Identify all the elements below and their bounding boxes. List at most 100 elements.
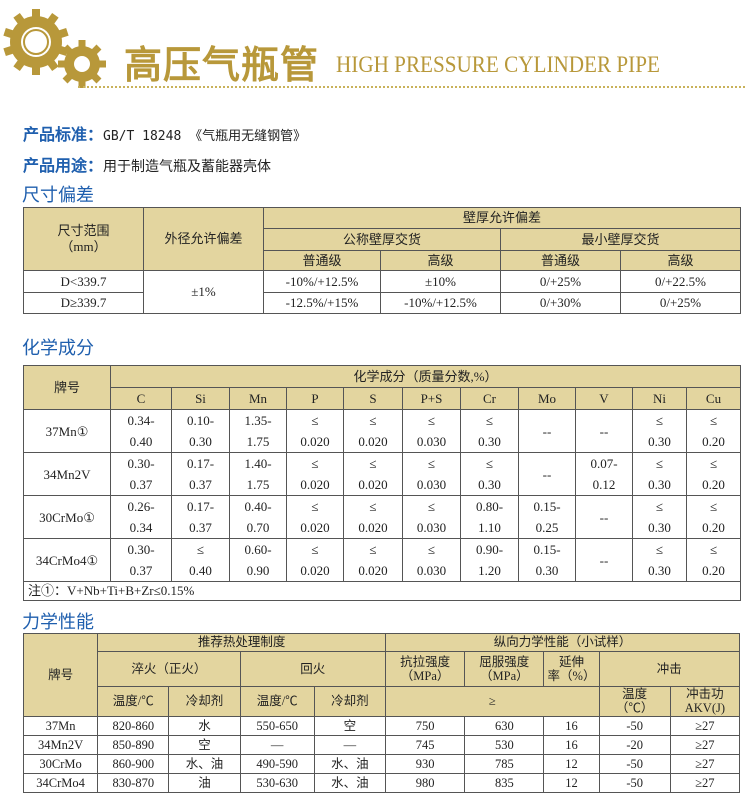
grade: 34Mn2V [22, 734, 99, 755]
header-normal: 普通级 [500, 250, 621, 271]
cell: 0.30- 0.37 [110, 452, 172, 496]
header-impact: 冲击 [598, 651, 741, 687]
cell: 0.15- 0.30 [518, 538, 576, 582]
table-row: 34CrMo4① 0.30- 0.37 ≤ 0.40 0.60- 0.90 ≤ 0.02… [23, 538, 742, 582]
header-element: P+S [402, 387, 461, 410]
header-element: Cu [685, 387, 742, 410]
header-grade: 牌号 [23, 365, 111, 410]
page-title: 高压气瓶管 [124, 43, 320, 87]
cell: ≤ 0.30 [632, 452, 687, 496]
table-row: D≥339.7 -12.5%/+15% -10%/+12.5% 0/+30% 0… [23, 292, 742, 314]
header-impact-energy: 冲击功 AKV(J) [669, 686, 741, 717]
cell: ≥27 [669, 715, 741, 736]
table-row: 37Mn① 0.34- 0.40 0.10- 0.30 1.35- 1.75 ≤ 0.0… [23, 409, 742, 453]
cell: 530 [464, 734, 545, 755]
chemical-table: 牌号 化学成分（质量分数,%） C Si Mn P S P+S Cr Mo V Ni Cu 37Mn… [22, 365, 742, 601]
cell: 0.40- 0.70 [229, 495, 287, 539]
header-heat-treatment: 推荐热处理制度 [97, 633, 386, 652]
header-element: Ni [632, 387, 687, 410]
header-element: Mo [518, 387, 576, 410]
cell: ≤ 0.020 [343, 452, 403, 496]
cell: ≤ 0.030 [402, 495, 461, 539]
cell: 0.60- 0.90 [229, 538, 287, 582]
header-grade: 牌号 [22, 633, 99, 717]
grade: 37Mn [22, 715, 99, 736]
cell: 0.26- 0.34 [110, 495, 172, 539]
grade: 34Mn2V [23, 452, 111, 496]
header-minimum: ≥ [384, 686, 600, 717]
header-element: P [286, 387, 344, 410]
cell: 785 [464, 753, 545, 774]
cell: -50 [598, 753, 671, 774]
cell: — [239, 734, 315, 755]
header-high: 高级 [619, 250, 742, 271]
cell: ≤ 0.020 [286, 495, 344, 539]
divider [78, 86, 745, 88]
cell: 980 [384, 772, 466, 793]
cell: 12 [543, 772, 600, 793]
table-row: 34Mn2V 850-890 空 — —745 530 16 -20 ≥27 [22, 734, 741, 755]
grade: 34CrMo4① [23, 538, 111, 582]
cell: 0/+30% [500, 292, 621, 314]
footnote: 注①：V+Nb+Ti+B+Zr≤0.15% [22, 581, 742, 601]
cell: 12 [543, 753, 600, 774]
cell: ≥27 [669, 734, 741, 755]
header-element: Si [171, 387, 230, 410]
header-wall-tolerance: 壁厚允许偏差 [262, 207, 742, 229]
product-standard: 产品标准：GB/T 18248 《气瓶用无缝钢管》 [23, 121, 306, 145]
usage-label: 产品用途： [23, 156, 104, 175]
cell: ≤ 0.30 [632, 409, 687, 453]
cell: 油 [168, 772, 241, 793]
header-yield: 屈服强度 （MPa） [464, 651, 545, 687]
header-tensile: 抗拉强度 （MPa） [384, 651, 466, 687]
cell: ≤ 0.020 [286, 452, 344, 496]
cell: 水 [168, 715, 241, 736]
cell: 水、油 [313, 772, 386, 793]
size-range: D≥339.7 [23, 292, 144, 314]
section-heading-chemical: 化学成分 [22, 338, 94, 359]
standard-value: GB/T 18248 《气瓶用无缝钢管》 [103, 129, 307, 144]
cell: ≤ 0.30 [632, 538, 687, 582]
header-quench-temp: 温度/℃ [97, 686, 170, 717]
cell: ≤ 0.40 [171, 538, 230, 582]
cell: 16 [543, 734, 600, 755]
header-od-tolerance: 外径允许偏差 [143, 207, 264, 271]
header-elongation: 延伸 率（%） [543, 651, 600, 687]
grade: 34CrMo4 [22, 772, 99, 793]
cell: 550-650 [239, 715, 315, 736]
cell: 820-860 [97, 715, 170, 736]
header-element: V [575, 387, 633, 410]
header-composition: 化学成分（质量分数,%） [109, 365, 742, 388]
header-normal: 普通级 [263, 250, 381, 271]
header-high: 高级 [380, 250, 501, 271]
cell: ≤ 0.30 [460, 452, 519, 496]
cell: -50 [598, 772, 671, 793]
cell: ≤ 0.20 [685, 409, 742, 453]
table-row: 34CrMo4 830-870 油 530-630 水、油 980 835 12 -50 ≥27 [22, 772, 741, 793]
cell: ≤ 0.20 [685, 495, 742, 539]
cell: 630 [464, 715, 545, 736]
cell: ≤ 0.20 [685, 452, 742, 496]
cell: ≤ 0.020 [343, 495, 403, 539]
usage-value: 用于制造气瓶及蓄能器壳体 [103, 159, 272, 175]
cell: 745 [384, 734, 466, 755]
cell: ≤ 0.20 [685, 538, 742, 582]
cell: ≤ 0.020 [343, 538, 403, 582]
dimension-table: 尺寸范围 （mm） 外径允许偏差 壁厚允许偏差 公称壁厚交货 最小壁厚交货 普通… [23, 207, 742, 314]
cell: ≤ 0.30 [632, 495, 687, 539]
cell: ≥27 [669, 772, 741, 793]
header-temper-coolant: 冷却剂 [313, 686, 386, 717]
cell: — [313, 734, 386, 755]
section-heading-mechanical: 力学性能 [22, 612, 94, 633]
cell: 0.17- 0.37 [171, 495, 230, 539]
cell: ≥27 [669, 753, 741, 774]
size-range: D<339.7 [23, 270, 144, 293]
grade: 37Mn① [23, 409, 111, 453]
cell: ≤ 0.030 [402, 538, 461, 582]
cell: 0/+25% [500, 270, 621, 293]
header-minimum: 最小壁厚交货 [499, 228, 742, 251]
header-quench-coolant: 冷却剂 [168, 686, 241, 717]
header-longitudinal: 纵向力学性能（小试样） [384, 633, 741, 652]
gears-icon [3, 9, 106, 88]
cell: -- [518, 452, 576, 496]
